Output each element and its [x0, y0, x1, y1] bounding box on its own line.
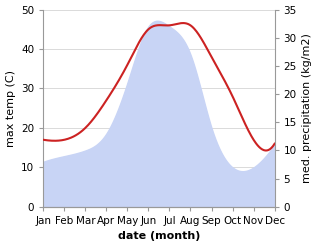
- Y-axis label: max temp (C): max temp (C): [5, 70, 16, 147]
- Y-axis label: med. precipitation (kg/m2): med. precipitation (kg/m2): [302, 33, 313, 183]
- X-axis label: date (month): date (month): [118, 231, 200, 242]
